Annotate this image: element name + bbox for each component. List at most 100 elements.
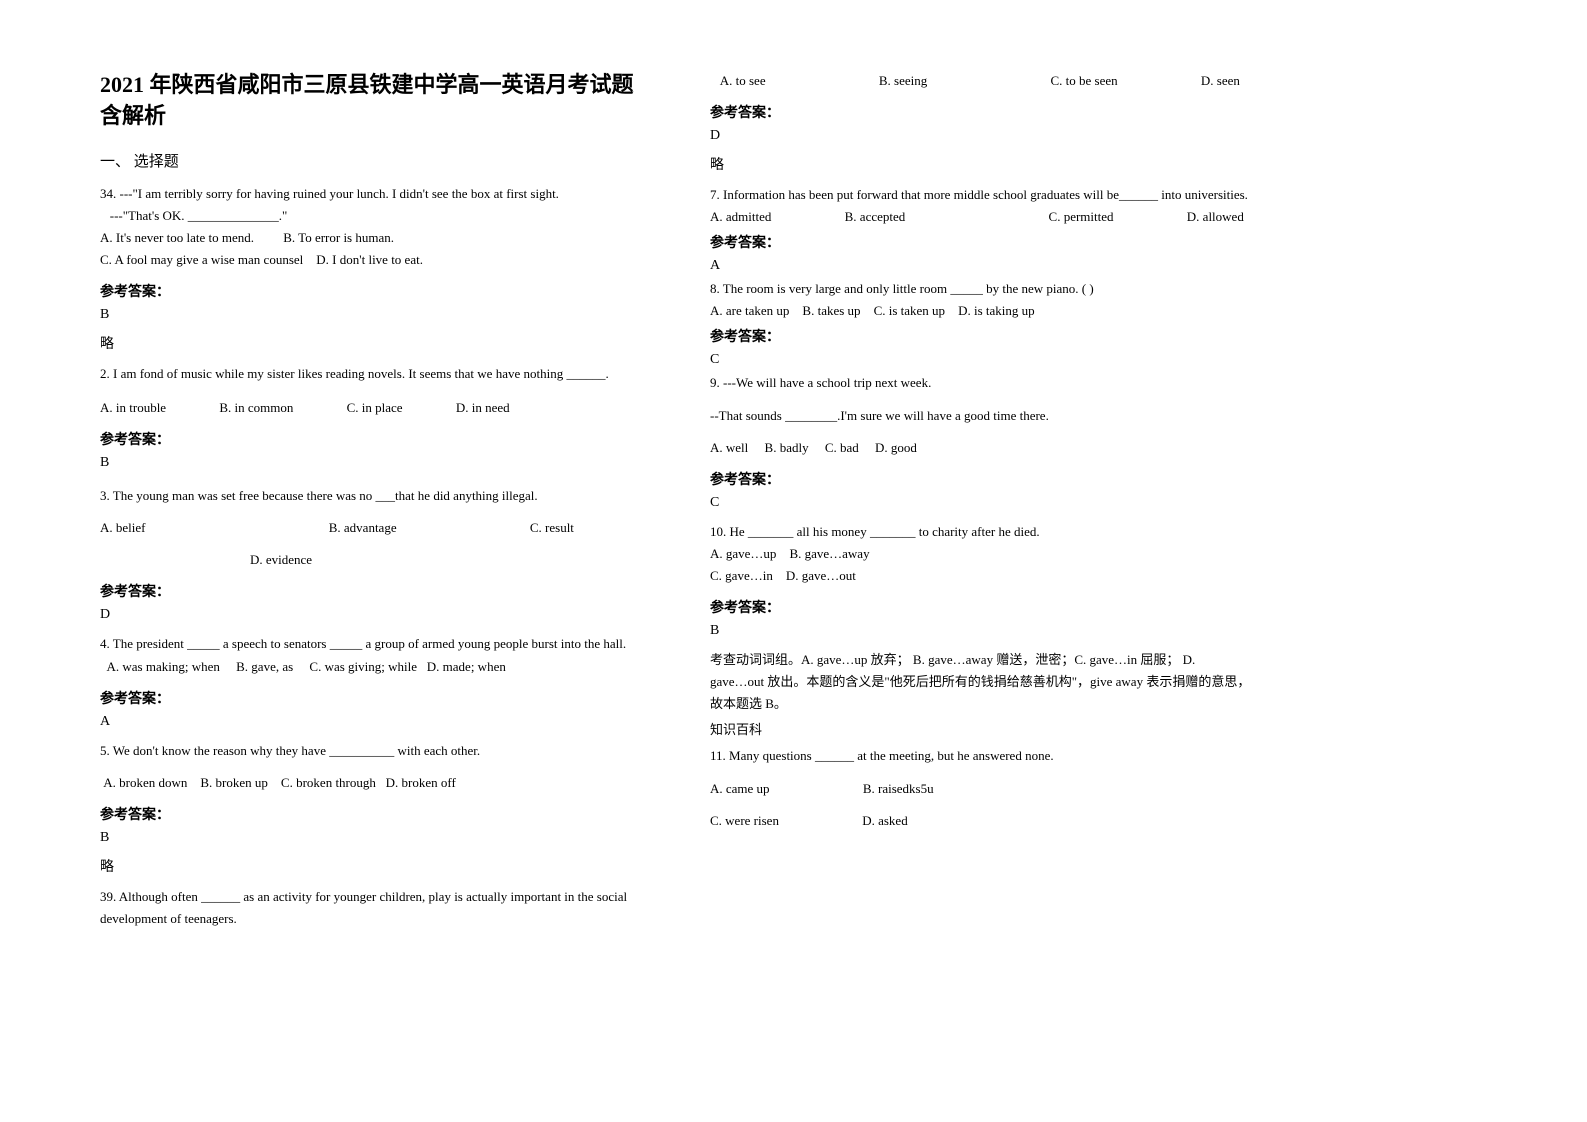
q4-text: The president _____ a speech to senators… <box>113 636 626 651</box>
q3-optB: B. advantage <box>329 517 397 539</box>
q4-ans-label: 参考答案： <box>100 688 650 708</box>
q34-optC: C. A fool may give a wise man counsel <box>100 252 303 267</box>
q5-optB: B. broken up <box>200 775 268 790</box>
question-39: 39. Although often ______ as an activity… <box>100 886 650 930</box>
q5-optC: C. broken through <box>281 775 376 790</box>
q5-ans: B <box>100 830 650 846</box>
question-11: 11. Many questions ______ at the meeting… <box>710 745 1260 767</box>
q8-text: The room is very large and only little r… <box>723 281 1094 296</box>
q2-ans-label: 参考答案： <box>100 429 650 449</box>
q10-ans: B <box>710 623 1260 639</box>
q9-options: A. well B. badly C. bad D. good <box>710 437 1260 459</box>
question-7: 7. Information has been put forward that… <box>710 184 1260 228</box>
question-2: 2. I am fond of music while my sister li… <box>100 363 650 385</box>
q3-options-row1: A. belief B. advantage C. result <box>100 517 650 539</box>
q11-optD: D. asked <box>862 813 908 828</box>
q10-num: 10. <box>710 524 726 539</box>
q10-optB: B. gave…away <box>789 546 869 561</box>
q8-ans: C <box>710 352 1260 368</box>
q3-optC: C. result <box>530 520 574 535</box>
q5-options: A. broken down B. broken up C. broken th… <box>100 772 650 794</box>
q10-expl3: 知识百科 <box>710 719 1260 741</box>
q34-note: 略 <box>100 333 650 353</box>
q7-num: 7. <box>710 187 720 202</box>
q2-num: 2. <box>100 366 110 381</box>
q39-optB: B. seeing <box>879 70 927 92</box>
q4-num: 4. <box>100 636 110 651</box>
q2-optB: B. in common <box>219 397 293 419</box>
q9-optD: D. good <box>875 440 917 455</box>
q4-ans: A <box>100 714 650 730</box>
q39-ans: D <box>710 128 1260 144</box>
q3-optD: D. evidence <box>250 552 312 567</box>
question-4: 4. The president _____ a speech to senat… <box>100 633 650 677</box>
q11-optA: A. came up <box>710 778 770 800</box>
q10-expl2: gave…out 放出。本题的含义是"他死后把所有的钱捐给慈善机构"，give … <box>710 671 1260 715</box>
q5-optA: A. broken down <box>103 775 187 790</box>
q8-optB: B. takes up <box>802 303 860 318</box>
q39-num: 39. <box>100 889 116 904</box>
q39-text: Although often ______ as an activity for… <box>100 889 627 926</box>
q2-optD: D. in need <box>456 397 510 419</box>
question-34: 34. ---"I am terribly sorry for having r… <box>100 183 650 271</box>
q7-ans: A <box>710 258 1260 274</box>
q7-ans-label: 参考答案： <box>710 232 1260 252</box>
right-column: A. to see B. seeing C. to be seen D. see… <box>710 70 1260 940</box>
q39-ans-label: 参考答案： <box>710 102 1260 122</box>
q7-optB: B. accepted <box>845 206 906 228</box>
q5-num: 5. <box>100 743 110 758</box>
document-title: 2021 年陕西省咸阳市三原县铁建中学高一英语月考试题含解析 <box>100 70 650 132</box>
q8-optA: A. are taken up <box>710 303 789 318</box>
q2-optA: A. in trouble <box>100 397 166 419</box>
q8-optD: D. is taking up <box>958 303 1035 318</box>
q9-line2-wrap: --That sounds ________.I'm sure we will … <box>710 405 1260 427</box>
q10-optC: C. gave…in <box>710 568 773 583</box>
q39-optC: C. to be seen <box>1051 70 1118 92</box>
q39-optA: A. to see <box>720 70 766 92</box>
q34-ans: B <box>100 307 650 323</box>
question-8: 8. The room is very large and only littl… <box>710 278 1260 322</box>
q11-num: 11. <box>710 748 726 763</box>
q11-options-row2: C. were risen D. asked <box>710 810 1260 832</box>
q5-note: 略 <box>100 856 650 876</box>
q39-optD: D. seen <box>1201 73 1240 88</box>
q9-ans: C <box>710 495 1260 511</box>
question-5: 5. We don't know the reason why they hav… <box>100 740 650 762</box>
q7-optC: C. permitted <box>1049 206 1114 228</box>
q34-optB: B. To error is human. <box>283 230 394 245</box>
left-column: 2021 年陕西省咸阳市三原县铁建中学高一英语月考试题含解析 一、 选择题 34… <box>100 70 650 940</box>
q3-optA: A. belief <box>100 517 145 539</box>
q34-optD: D. I don't live to eat. <box>316 252 423 267</box>
q3-options-row2: D. evidence <box>100 549 650 571</box>
q34-ans-label: 参考答案： <box>100 281 650 301</box>
q39-options: A. to see B. seeing C. to be seen D. see… <box>710 70 1260 92</box>
q2-optC: C. in place <box>347 397 403 419</box>
q11-optC: C. were risen <box>710 810 779 832</box>
q9-optB: B. badly <box>765 440 809 455</box>
q9-line2: --That sounds ________.I'm sure we will … <box>710 408 1049 423</box>
question-10: 10. He _______ all his money _______ to … <box>710 521 1260 587</box>
q8-num: 8. <box>710 281 720 296</box>
question-9: 9. ---We will have a school trip next we… <box>710 372 1260 394</box>
q7-text: Information has been put forward that mo… <box>723 187 1248 202</box>
q2-options: A. in trouble B. in common C. in place D… <box>100 397 650 419</box>
q5-optD: D. broken off <box>386 775 456 790</box>
q7-optD: D. allowed <box>1187 209 1244 224</box>
q3-text: The young man was set free because there… <box>113 488 538 503</box>
section-header: 一、 选择题 <box>100 150 650 171</box>
q11-options-row1: A. came up B. raisedks5u <box>710 778 1260 800</box>
q8-ans-label: 参考答案： <box>710 326 1260 346</box>
q2-text: I am fond of music while my sister likes… <box>113 366 609 381</box>
q9-ans-label: 参考答案： <box>710 469 1260 489</box>
q11-text: Many questions ______ at the meeting, bu… <box>729 748 1054 763</box>
q39-note: 略 <box>710 154 1260 174</box>
q8-optC: C. is taken up <box>874 303 946 318</box>
q5-text: We don't know the reason why they have _… <box>113 743 480 758</box>
q11-optB: B. raisedks5u <box>863 781 934 796</box>
q3-ans-label: 参考答案： <box>100 581 650 601</box>
q9-optA: A. well <box>710 440 748 455</box>
q34-optA: A. It's never too late to mend. <box>100 230 254 245</box>
q3-num: 3. <box>100 488 110 503</box>
q4-optD: D. made; when <box>427 659 506 674</box>
q34-num: 34. <box>100 186 116 201</box>
